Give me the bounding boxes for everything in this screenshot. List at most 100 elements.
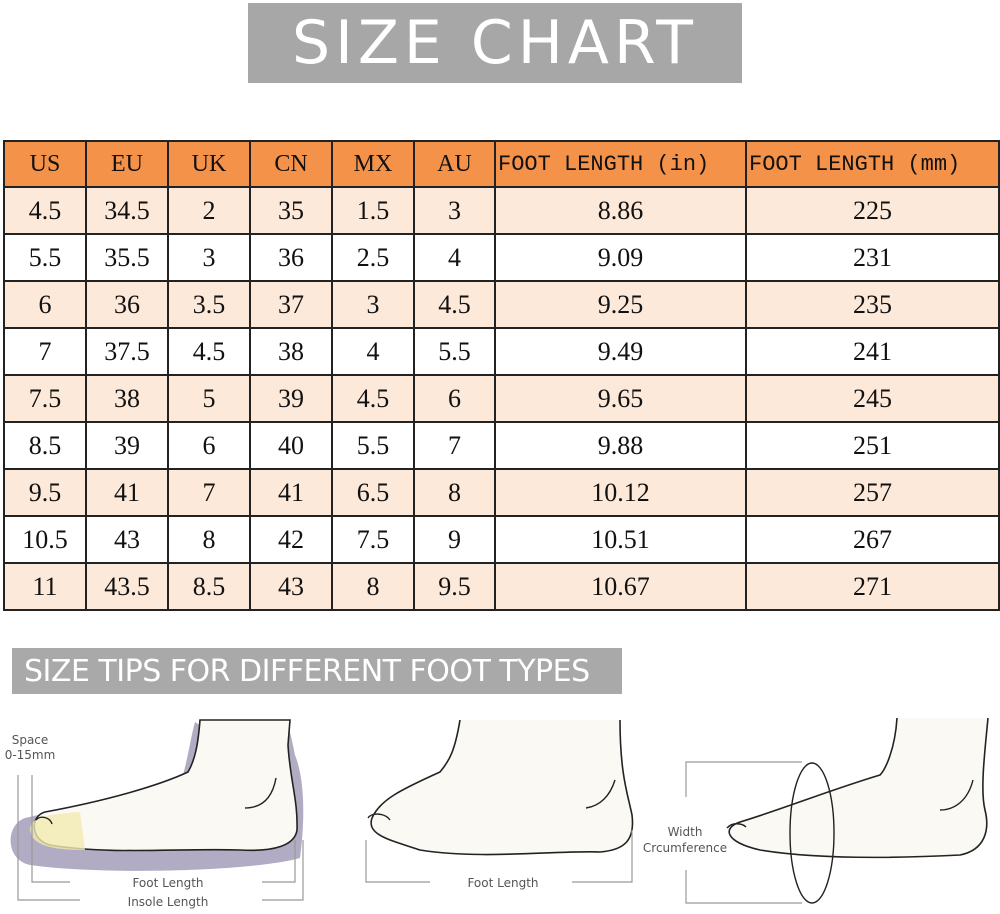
table-cell: 5	[167, 374, 251, 423]
table-cell: 225	[745, 186, 1000, 235]
table-cell: 5.5	[3, 233, 87, 282]
table-cell: 39	[85, 421, 169, 470]
table-cell: 4	[331, 327, 415, 376]
table-cell: 5.5	[331, 421, 415, 470]
foot-in-shoe-diagram	[10, 719, 304, 901]
circumference-label: Crcumference	[642, 841, 728, 855]
table-cell: 9.25	[494, 280, 747, 329]
table-cell: 37.5	[85, 327, 169, 376]
table-cell: 3	[167, 233, 251, 282]
table-cell: 10.67	[494, 562, 747, 611]
table-cell: 8.5	[167, 562, 251, 611]
column-header: AU	[413, 140, 496, 188]
space-label: Space	[11, 733, 49, 747]
table-row: 6 36 3.5 37 3 4.5 9.25 235	[3, 280, 1000, 329]
table-cell: 9.09	[494, 233, 747, 282]
table-cell: 7	[413, 421, 496, 470]
table-cell: 3	[413, 186, 496, 235]
table-cell: 37	[249, 280, 333, 329]
table-row: 5.5 35.5 3 36 2.5 4 9.09 231	[3, 233, 1000, 282]
table-cell: 41	[249, 468, 333, 517]
table-cell: 11	[3, 562, 87, 611]
table-cell: 7	[167, 468, 251, 517]
column-header: CN	[249, 140, 333, 188]
table-cell: 8.86	[494, 186, 747, 235]
table-header-row: US EU UK CN MX AU FOOT LENGTH (in) FOOT LENGTH …	[3, 140, 1000, 188]
page-title: SIZE CHART	[248, 3, 742, 83]
table-cell: 6	[413, 374, 496, 423]
table-cell: 10.12	[494, 468, 747, 517]
table-row: 8.5 39 6 40 5.5 7 9.88 251	[3, 421, 1000, 470]
table-cell: 35	[249, 186, 333, 235]
table-cell: 245	[745, 374, 1000, 423]
table-cell: 4.5	[167, 327, 251, 376]
table-cell: 9.5	[3, 468, 87, 517]
table-row: 7.5 38 5 39 4.5 6 9.65 245	[3, 374, 1000, 423]
column-header: US	[3, 140, 87, 188]
table-cell: 8	[331, 562, 415, 611]
table-cell: 8	[413, 468, 496, 517]
table-cell: 9	[413, 515, 496, 564]
foot-diagrams	[10, 717, 989, 904]
table-cell: 40	[249, 421, 333, 470]
table-cell: 4.5	[413, 280, 496, 329]
table-cell: 7.5	[331, 515, 415, 564]
table-cell: 231	[745, 233, 1000, 282]
table-cell: 9.88	[494, 421, 747, 470]
space-range-label: 0-15mm	[4, 748, 56, 762]
table-cell: 9.49	[494, 327, 747, 376]
foot-length-diagram	[365, 719, 634, 883]
size-tips-banner: SIZE TIPS FOR DIFFERENT FOOT TYPES	[12, 648, 622, 694]
table-cell: 3.5	[167, 280, 251, 329]
foot-length-label-2: Foot Length	[467, 876, 539, 890]
table-cell: 5.5	[413, 327, 496, 376]
table-cell: 4.5	[331, 374, 415, 423]
table-cell: 43.5	[85, 562, 169, 611]
insole-length-label: Insole Length	[127, 895, 209, 909]
table-cell: 271	[745, 562, 1000, 611]
table-row: 4.5 34.5 2 35 1.5 3 8.86 225	[3, 186, 1000, 235]
table-cell: 257	[745, 468, 1000, 517]
table-cell: 235	[745, 280, 1000, 329]
table-cell: 267	[745, 515, 1000, 564]
table-cell: 3	[331, 280, 415, 329]
column-header: UK	[167, 140, 251, 188]
table-cell: 9.65	[494, 374, 747, 423]
table-cell: 2.5	[331, 233, 415, 282]
table-cell: 6.5	[331, 468, 415, 517]
table-cell: 8	[167, 515, 251, 564]
table-cell: 4.5	[3, 186, 87, 235]
foot-width-diagram	[685, 717, 989, 904]
table-row: 7 37.5 4.5 38 4 5.5 9.49 241	[3, 327, 1000, 376]
size-table: US EU UK CN MX AU FOOT LENGTH (in) FOOT LENGTH …	[3, 140, 1000, 611]
table-cell: 36	[85, 280, 169, 329]
table-row: 10.5 43 8 42 7.5 9 10.51 267	[3, 515, 1000, 564]
table-cell: 41	[85, 468, 169, 517]
column-header: FOOT LENGTH (mm)	[745, 140, 1000, 188]
table-cell: 4	[413, 233, 496, 282]
table-cell: 38	[85, 374, 169, 423]
table-cell: 241	[745, 327, 1000, 376]
table-cell: 6	[3, 280, 87, 329]
table-cell: 251	[745, 421, 1000, 470]
table-cell: 38	[249, 327, 333, 376]
column-header: EU	[85, 140, 169, 188]
table-row: 11 43.5 8.5 43 8 9.5 10.67 271	[3, 562, 1000, 611]
table-cell: 10.51	[494, 515, 747, 564]
table-cell: 39	[249, 374, 333, 423]
table-cell: 7.5	[3, 374, 87, 423]
table-cell: 35.5	[85, 233, 169, 282]
table-cell: 9.5	[413, 562, 496, 611]
table-cell: 1.5	[331, 186, 415, 235]
table-cell: 2	[167, 186, 251, 235]
table-cell: 34.5	[85, 186, 169, 235]
column-header: FOOT LENGTH (in)	[494, 140, 747, 188]
table-cell: 6	[167, 421, 251, 470]
width-label: Width	[667, 825, 703, 839]
table-cell: 10.5	[3, 515, 87, 564]
column-header: MX	[331, 140, 415, 188]
table-cell: 43	[85, 515, 169, 564]
foot-length-label: Foot Length	[132, 876, 204, 890]
table-cell: 7	[3, 327, 87, 376]
